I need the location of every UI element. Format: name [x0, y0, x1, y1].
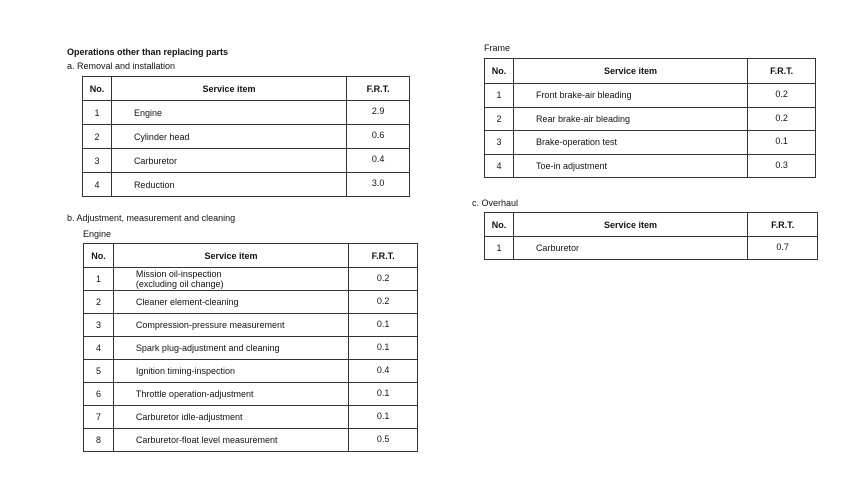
row-number: 5 [83, 359, 114, 383]
frt-value: 0.7 [747, 236, 818, 260]
table-row: 4 Spark plug-adjustment and cleaning 0.1 [83, 336, 418, 360]
engine-adjustment-table: No. Service item F.R.T. 1 Mission oil-ins… [83, 243, 418, 452]
row-number: 1 [484, 83, 514, 108]
frt-value: 0.6 [346, 124, 410, 149]
row-number: 8 [83, 428, 114, 452]
service-item: Brake-operation test [512, 130, 749, 155]
frt-value: 0.1 [348, 405, 418, 429]
header-no: No. [83, 243, 114, 268]
frt-value: 0.1 [747, 130, 816, 155]
table-row: 1 Mission oil-inspection (excluding oil ch… [83, 267, 418, 291]
row-number: 3 [83, 313, 114, 337]
document-heading: Operations other than replacing parts [67, 47, 229, 57]
table-row: 3 Brake-operation test 0.1 [484, 130, 816, 155]
row-number: 2 [82, 124, 112, 149]
table-row: 4 Reduction 3.0 [82, 172, 410, 197]
section-c-title: c. Overhaul [472, 198, 519, 208]
service-item: Toe-in adjustment [512, 153, 749, 178]
header-no: No. [484, 212, 514, 237]
row-number: 4 [82, 172, 112, 197]
table-row: 2 Rear brake-air bleading 0.2 [484, 106, 816, 131]
service-item: Front brake-air bleading [512, 83, 749, 108]
table-row: 1 Engine 2.9 [82, 100, 410, 125]
table-row: 8 Carburetor-float level measurement 0.5 [83, 428, 418, 452]
table-row: 6 Throttle operation-adjustment 0.1 [83, 382, 418, 406]
header-service-item: Service item [512, 58, 749, 84]
table-row: 1 Carburetor 0.7 [484, 236, 818, 260]
service-item: Carburetor idle-adjustment [112, 405, 350, 429]
service-item: Cleaner element-cleaning [112, 290, 350, 314]
overhaul-table: No. Service item F.R.T. 1 Carburetor 0.7 [484, 212, 818, 260]
table-row: 3 Carburetor 0.4 [82, 148, 410, 173]
frt-value: 0.4 [348, 359, 418, 383]
service-item: Carburetor [110, 148, 348, 173]
row-number: 4 [83, 336, 114, 360]
row-number: 3 [484, 130, 514, 155]
service-item: Engine [110, 100, 348, 125]
header-frt: F.R.T. [747, 58, 816, 84]
table-row: 2 Cleaner element-cleaning 0.2 [83, 290, 418, 314]
row-number: 4 [484, 153, 514, 178]
frt-value: 2.9 [346, 100, 410, 125]
row-number: 7 [83, 405, 114, 429]
service-item: Spark plug-adjustment and cleaning [112, 336, 350, 360]
frt-value: 0.2 [747, 83, 816, 108]
section-a-title: a. Removal and installation [67, 61, 176, 71]
section-b-title: b. Adjustment, measurement and cleaning [67, 213, 236, 223]
table-row: 7 Carburetor idle-adjustment 0.1 [83, 405, 418, 429]
service-item: Ignition timing-inspection [112, 359, 350, 383]
service-item: Cylinder head [110, 124, 348, 149]
row-number: 1 [82, 100, 112, 125]
frt-value: 0.3 [747, 153, 816, 178]
service-item-line: Mission oil-inspection [135, 269, 222, 279]
frt-value: 0.5 [348, 428, 418, 452]
frt-value: 0.2 [747, 106, 816, 131]
service-item: Compression-pressure measurement [112, 313, 350, 337]
row-number: 1 [83, 267, 114, 291]
table-row: 4 Toe-in adjustment 0.3 [484, 153, 816, 178]
service-item-note: (excluding oil change) [135, 279, 224, 289]
row-number: 2 [484, 106, 514, 131]
frt-value: 0.4 [346, 148, 410, 173]
service-item: Throttle operation-adjustment [112, 382, 350, 406]
frt-value: 3.0 [346, 172, 410, 197]
table-row: 1 Front brake-air bleading 0.2 [484, 83, 816, 108]
frt-value: 0.1 [348, 313, 418, 337]
table-row: 2 Cylinder head 0.6 [82, 124, 410, 149]
frt-value: 0.2 [348, 267, 418, 291]
header-frt: F.R.T. [346, 76, 410, 101]
header-frt: F.R.T. [348, 243, 418, 268]
frt-value: 0.1 [348, 382, 418, 406]
frame-adjustment-table: No. Service item F.R.T. 1 Front brake-air… [484, 58, 816, 178]
header-service-item: Service item [112, 243, 350, 268]
header-service-item: Service item [512, 212, 749, 237]
row-number: 1 [484, 236, 514, 260]
table-row: 5 Ignition timing-inspection 0.4 [83, 359, 418, 383]
service-item: Mission oil-inspection (excluding oil cha… [112, 267, 350, 291]
header-service-item: Service item [110, 76, 348, 101]
service-item: Reduction [110, 172, 348, 197]
service-item: Carburetor [512, 236, 749, 260]
row-number: 6 [83, 382, 114, 406]
service-item: Rear brake-air bleading [512, 106, 749, 131]
row-number: 2 [83, 290, 114, 314]
service-item: Carburetor-float level measurement [112, 428, 350, 452]
removal-installation-table: No. Service item F.R.T. 1 Engine 2.9 2 Cylin… [82, 76, 410, 197]
header-no: No. [484, 58, 514, 84]
table-row: 3 Compression-pressure measurement 0.1 [83, 313, 418, 337]
frt-value: 0.2 [348, 290, 418, 314]
engine-label: Engine [83, 229, 112, 239]
header-no: No. [82, 76, 112, 101]
frt-value: 0.1 [348, 336, 418, 360]
header-frt: F.R.T. [747, 212, 818, 237]
frame-label: Frame [484, 43, 511, 53]
row-number: 3 [82, 148, 112, 173]
